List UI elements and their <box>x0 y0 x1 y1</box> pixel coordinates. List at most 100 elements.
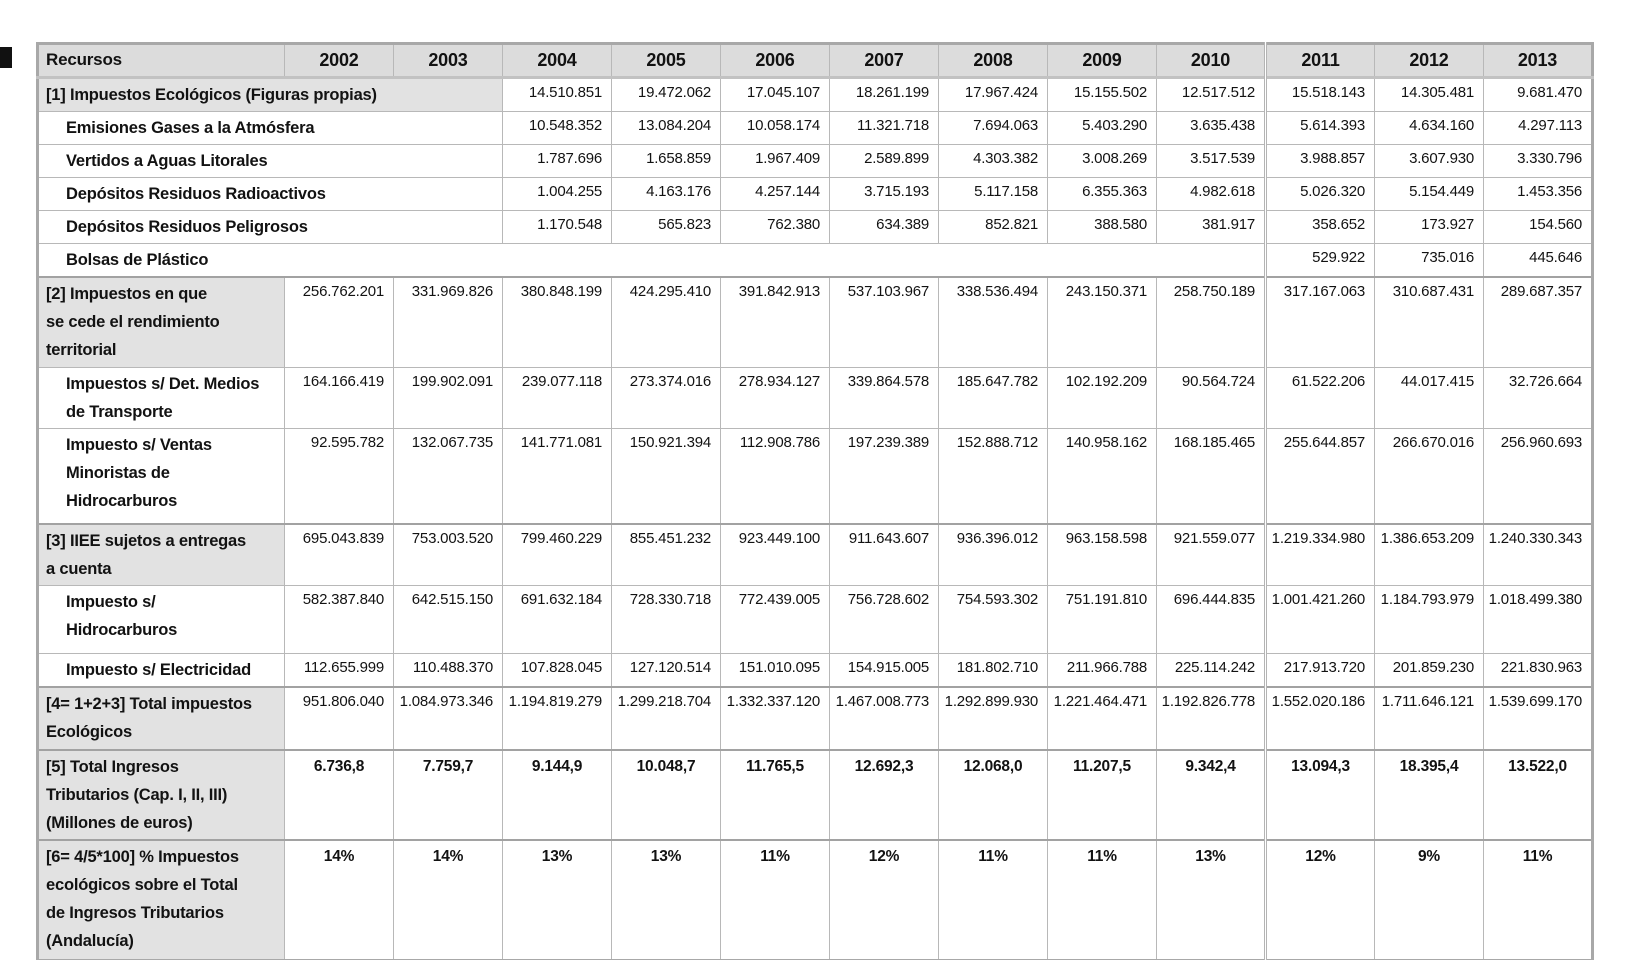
row-1-impuestos-ecologicos-value-2005: 19.472.062 <box>611 76 721 112</box>
row-depositos-radioactivos: Depósitos Residuos Radioactivos 1.004.255… <box>37 177 1593 211</box>
row-depositos-radioactivos-value-2010: 4.982.618 <box>1156 177 1266 211</box>
row-det-medios-transporte: Impuestos s/ Det. Medios de Transporte 16… <box>37 366 1593 429</box>
row-3-iiee-entregas-cuenta: [3] IIEE sujetos a entregas a cuenta 695.… <box>37 523 1593 586</box>
row-vertidos-aguas-value-2004: 1.787.696 <box>502 144 612 178</box>
row-impuesto-electricidad-value-2002: 112.655.999 <box>284 653 394 688</box>
row-3-iiee-entregas-cuenta-value-2009: 963.158.598 <box>1047 523 1157 586</box>
row-det-medios-transporte-value-2002: 164.166.419 <box>284 366 394 429</box>
row-depositos-peligrosos-value-2008: 852.821 <box>938 210 1048 244</box>
row-vertidos-aguas-value-2011: 3.988.857 <box>1264 144 1375 178</box>
row-6-pct-impuestos-ecologicos-value-2005: 13% <box>611 839 721 960</box>
row-2-impuestos-cedidos-value-2013: 289.687.357 <box>1483 276 1593 368</box>
row-vertidos-aguas: Vertidos a Aguas Litorales 1.787.696 1.658… <box>37 144 1593 178</box>
row-5-total-ingresos-tributarios-value-2013: 13.522,0 <box>1483 749 1593 841</box>
row-3-iiee-entregas-cuenta-value-2008: 936.396.012 <box>938 523 1048 586</box>
row-det-medios-transporte-label: Impuestos s/ Det. Medios de Transporte <box>37 366 285 429</box>
row-4-total-impuestos-ecologicos-value-2002: 951.806.040 <box>284 686 394 751</box>
row-1-impuestos-ecologicos: [1] Impuestos Ecológicos (Figuras propia… <box>37 76 1593 112</box>
row-ventas-minoristas-hidrocarburos-value-2005: 150.921.394 <box>611 427 721 525</box>
header-cell-recursos: Recursos <box>37 43 285 79</box>
row-vertidos-aguas-value-2013: 3.330.796 <box>1483 144 1593 178</box>
row-depositos-peligrosos-label: Depósitos Residuos Peligrosos <box>37 210 503 244</box>
header-cell-year-2013: 2013 <box>1483 43 1593 79</box>
row-impuesto-electricidad-value-2013: 221.830.963 <box>1483 653 1593 688</box>
tax-table-header: Recursos 2002 2003 2004 2005 2006 2007 2008 2009… <box>37 43 1593 79</box>
row-emisiones-gases-value-2004: 10.548.352 <box>502 111 612 145</box>
row-impuesto-hidrocarburos-value-2009: 751.191.810 <box>1047 585 1157 654</box>
header-cell-year-2007: 2007 <box>829 43 939 79</box>
row-3-iiee-entregas-cuenta-value-2013: 1.240.330.343 <box>1483 523 1593 586</box>
row-det-medios-transporte-value-2010: 90.564.724 <box>1156 366 1266 429</box>
row-4-total-impuestos-ecologicos: [4= 1+2+3] Total impuestos Ecológicos 951… <box>37 686 1593 751</box>
row-vertidos-aguas-value-2012: 3.607.930 <box>1374 144 1484 178</box>
row-1-impuestos-ecologicos-label: [1] Impuestos Ecológicos (Figuras propia… <box>37 76 503 112</box>
row-3-iiee-entregas-cuenta-value-2005: 855.451.232 <box>611 523 721 586</box>
row-impuesto-electricidad-value-2012: 201.859.230 <box>1374 653 1484 688</box>
row-4-total-impuestos-ecologicos-value-2008: 1.292.899.930 <box>938 686 1048 751</box>
row-depositos-peligrosos: Depósitos Residuos Peligrosos 1.170.548 56… <box>37 210 1593 244</box>
row-vertidos-aguas-value-2010: 3.517.539 <box>1156 144 1266 178</box>
row-ventas-minoristas-hidrocarburos-value-2011: 255.644.857 <box>1264 427 1375 525</box>
print-artifact-mark <box>0 47 12 68</box>
row-3-iiee-entregas-cuenta-value-2003: 753.003.520 <box>393 523 503 586</box>
row-impuesto-electricidad-value-2008: 181.802.710 <box>938 653 1048 688</box>
row-5-total-ingresos-tributarios: [5] Total Ingresos Tributarios (Cap. I, … <box>37 749 1593 841</box>
row-impuesto-hidrocarburos-value-2008: 754.593.302 <box>938 585 1048 654</box>
row-depositos-radioactivos-value-2007: 3.715.193 <box>829 177 939 211</box>
row-impuesto-hidrocarburos-value-2011: 1.001.421.260 <box>1264 585 1375 654</box>
row-3-iiee-entregas-cuenta-value-2006: 923.449.100 <box>720 523 830 586</box>
row-5-total-ingresos-tributarios-label: [5] Total Ingresos Tributarios (Cap. I, … <box>37 749 285 841</box>
row-2-impuestos-cedidos-value-2002: 256.762.201 <box>284 276 394 368</box>
tax-table: Recursos 2002 2003 2004 2005 2006 2007 2008 2009… <box>36 42 1594 960</box>
row-1-impuestos-ecologicos-value-2008: 17.967.424 <box>938 76 1048 112</box>
row-vertidos-aguas-value-2007: 2.589.899 <box>829 144 939 178</box>
row-depositos-peligrosos-value-2006: 762.380 <box>720 210 830 244</box>
row-det-medios-transporte-value-2005: 273.374.016 <box>611 366 721 429</box>
row-depositos-peligrosos-value-2011: 358.652 <box>1264 210 1375 244</box>
header-cell-year-2009: 2009 <box>1047 43 1157 79</box>
row-6-pct-impuestos-ecologicos-value-2008: 11% <box>938 839 1048 960</box>
row-impuesto-electricidad-label: Impuesto s/ Electricidad <box>37 653 285 688</box>
row-ventas-minoristas-hidrocarburos-label: Impuesto s/ Ventas Minoristas de Hidroca… <box>37 427 285 525</box>
row-emisiones-gases-value-2007: 11.321.718 <box>829 111 939 145</box>
row-impuesto-hidrocarburos-value-2006: 772.439.005 <box>720 585 830 654</box>
row-det-medios-transporte-value-2007: 339.864.578 <box>829 366 939 429</box>
row-5-total-ingresos-tributarios-value-2005: 10.048,7 <box>611 749 721 841</box>
row-ventas-minoristas-hidrocarburos-value-2004: 141.771.081 <box>502 427 612 525</box>
row-6-pct-impuestos-ecologicos-value-2009: 11% <box>1047 839 1157 960</box>
row-impuesto-hidrocarburos-value-2002: 582.387.840 <box>284 585 394 654</box>
row-bolsas-plastico: Bolsas de Plástico 529.922 735.016 445.646 <box>37 243 1593 278</box>
row-1-impuestos-ecologicos-value-2009: 15.155.502 <box>1047 76 1157 112</box>
row-ventas-minoristas-hidrocarburos-value-2002: 92.595.782 <box>284 427 394 525</box>
row-depositos-radioactivos-value-2008: 5.117.158 <box>938 177 1048 211</box>
row-impuesto-electricidad-value-2007: 154.915.005 <box>829 653 939 688</box>
row-4-total-impuestos-ecologicos-value-2005: 1.299.218.704 <box>611 686 721 751</box>
row-1-impuestos-ecologicos-value-2013: 9.681.470 <box>1483 76 1593 112</box>
row-bolsas-plastico-value-2012: 735.016 <box>1374 243 1484 278</box>
row-emisiones-gases-value-2012: 4.634.160 <box>1374 111 1484 145</box>
row-4-total-impuestos-ecologicos-value-2004: 1.194.819.279 <box>502 686 612 751</box>
row-depositos-peligrosos-value-2013: 154.560 <box>1483 210 1593 244</box>
header-cell-year-2005: 2005 <box>611 43 721 79</box>
row-ventas-minoristas-hidrocarburos: Impuesto s/ Ventas Minoristas de Hidroca… <box>37 427 1593 525</box>
row-depositos-peligrosos-value-2009: 388.580 <box>1047 210 1157 244</box>
row-ventas-minoristas-hidrocarburos-value-2006: 112.908.786 <box>720 427 830 525</box>
row-emisiones-gases-value-2010: 3.635.438 <box>1156 111 1266 145</box>
row-1-impuestos-ecologicos-value-2006: 17.045.107 <box>720 76 830 112</box>
row-emisiones-gases-value-2006: 10.058.174 <box>720 111 830 145</box>
row-impuesto-electricidad: Impuesto s/ Electricidad 112.655.999 110.4… <box>37 653 1593 688</box>
row-5-total-ingresos-tributarios-value-2008: 12.068,0 <box>938 749 1048 841</box>
row-5-total-ingresos-tributarios-value-2003: 7.759,7 <box>393 749 503 841</box>
row-emisiones-gases: Emisiones Gases a la Atmósfera 10.548.352… <box>37 111 1593 145</box>
row-3-iiee-entregas-cuenta-value-2004: 799.460.229 <box>502 523 612 586</box>
row-4-total-impuestos-ecologicos-value-2003: 1.084.973.346 <box>393 686 503 751</box>
row-4-total-impuestos-ecologicos-label: [4= 1+2+3] Total impuestos Ecológicos <box>37 686 285 751</box>
row-bolsas-plastico-label: Bolsas de Plástico <box>37 243 1266 278</box>
row-depositos-peligrosos-value-2010: 381.917 <box>1156 210 1266 244</box>
row-det-medios-transporte-value-2011: 61.522.206 <box>1264 366 1375 429</box>
row-5-total-ingresos-tributarios-value-2011: 13.094,3 <box>1264 749 1375 841</box>
row-2-impuestos-cedidos: [2] Impuestos en que se cede el rendimie… <box>37 276 1593 368</box>
row-emisiones-gases-value-2011: 5.614.393 <box>1264 111 1375 145</box>
row-6-pct-impuestos-ecologicos-value-2002: 14% <box>284 839 394 960</box>
row-4-total-impuestos-ecologicos-value-2007: 1.467.008.773 <box>829 686 939 751</box>
